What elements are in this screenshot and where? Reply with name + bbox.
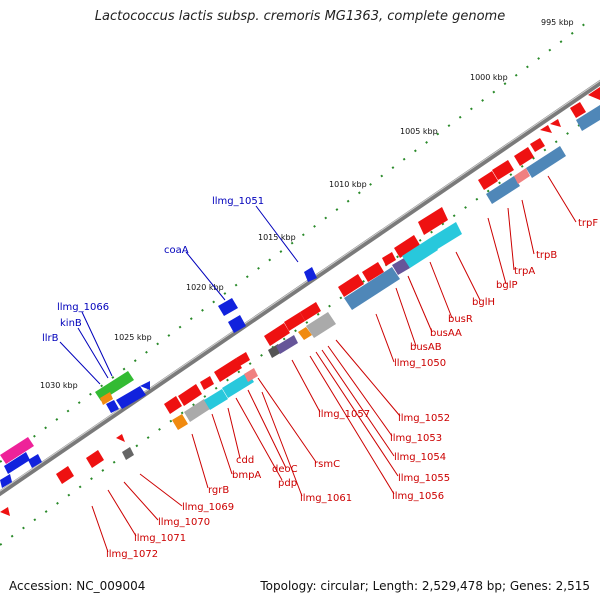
label-busAB: busAB	[410, 342, 442, 353]
label-llmg-1069: llmg_1069	[182, 502, 234, 513]
feature-kinB-green	[95, 371, 150, 413]
label-llmg-1071: llmg_1071	[134, 533, 186, 544]
label-llmg-1072: llmg_1072	[106, 549, 158, 560]
feature-domains-lower	[122, 312, 336, 460]
tick-label-1025: 1025 kbp	[114, 333, 152, 342]
tick-label-1020: 1020 kbp	[186, 283, 224, 292]
genome-backbone	[0, 79, 600, 497]
leader-lines-red	[91, 175, 577, 553]
feature-magenta-left	[0, 437, 42, 488]
label-llmg-1055: llmg_1055	[398, 473, 450, 484]
leader-lines-blue	[59, 205, 299, 385]
tick-label-1010: 1010 kbp	[329, 180, 367, 189]
label-trpA: trpA	[514, 266, 535, 277]
label-llmg-1066: llmg_1066	[57, 302, 109, 313]
label-llmg-1056: llmg_1056	[392, 491, 444, 502]
label-cdd: cdd	[236, 455, 254, 466]
label-llrB: llrB	[42, 333, 59, 344]
label-llmg-1052: llmg_1052	[398, 413, 450, 424]
tick-label-995: 995 kbp	[541, 18, 574, 27]
feature-llmg-1051	[304, 267, 317, 282]
tick-label-1005: 1005 kbp	[400, 127, 438, 136]
label-llmg-1057: llmg_1057	[318, 409, 370, 420]
label-llmg-1070: llmg_1070	[158, 517, 210, 528]
feature-red-lower	[0, 302, 321, 516]
label-llmg-1053: llmg_1053	[390, 433, 442, 444]
tick-label-1015: 1015 kbp	[258, 233, 296, 242]
label-trpB: trpB	[536, 250, 557, 261]
label-bglH: bglH	[472, 297, 495, 308]
accession-text: Accession: NC_009004	[9, 579, 146, 593]
label-rsmC: rsmC	[314, 459, 340, 470]
feature-domains-upper	[344, 105, 600, 310]
label-coaA: coaA	[164, 245, 189, 256]
label-llmg-1061: llmg_1061	[300, 493, 352, 504]
label-rgrB: rgrB	[208, 485, 229, 496]
label-pdp: pdp	[278, 478, 297, 489]
tick-label-1000: 1000 kbp	[470, 73, 508, 82]
label-bmpA: bmpA	[232, 470, 261, 481]
feature-red-upper	[338, 87, 600, 297]
label-busR: busR	[448, 314, 473, 325]
label-llmg-1050: llmg_1050	[394, 358, 446, 369]
label-kinB: kinB	[60, 318, 82, 329]
map-title: Lactococcus lactis subsp. cremoris MG136…	[94, 9, 506, 24]
feature-coaA	[218, 298, 246, 333]
label-trpF: trpF	[578, 218, 598, 229]
label-deoC: deoC	[272, 464, 298, 475]
label-llmg-1051: llmg_1051	[212, 196, 264, 207]
label-busAA: busAA	[430, 328, 462, 339]
tick-label-1030: 1030 kbp	[40, 381, 78, 390]
topology-text: Topology: circular; Length: 2,529,478 bp…	[260, 579, 590, 593]
label-llmg-1054: llmg_1054	[394, 452, 446, 463]
label-bglP: bglP	[496, 280, 518, 291]
tick-track-inner	[0, 109, 600, 546]
